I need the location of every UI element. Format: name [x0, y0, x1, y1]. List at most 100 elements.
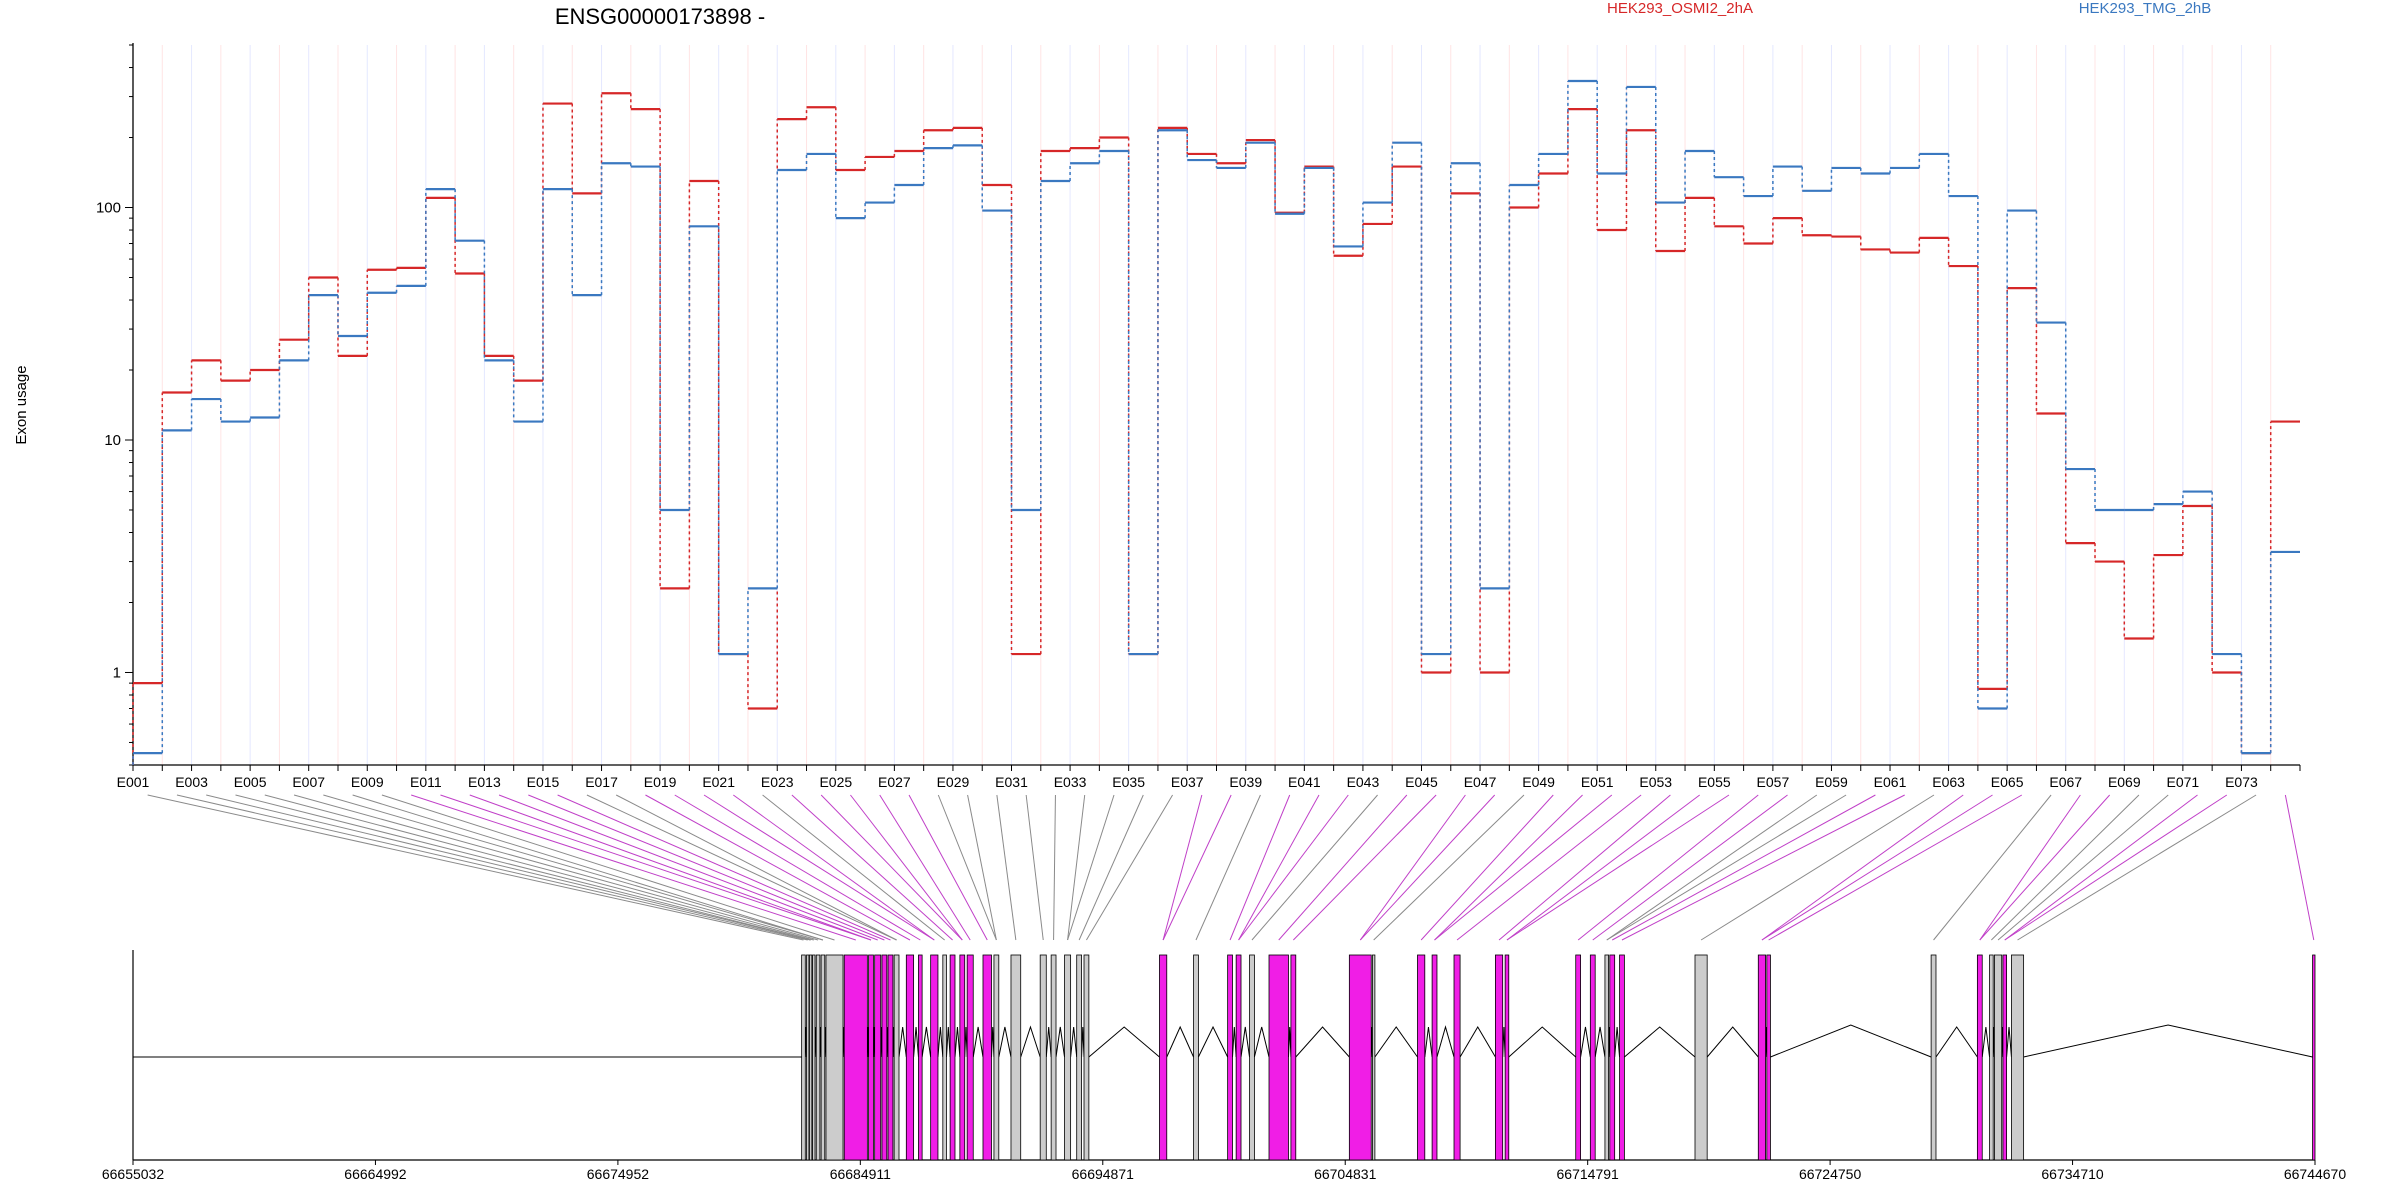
x-tick-label: E069: [2108, 774, 2141, 790]
bin-connector: [2017, 794, 2257, 941]
bin-connector: [1979, 794, 2111, 941]
bin-connector: [615, 794, 897, 941]
gene-model: 66655032 66664992 66674952 66684911 66694871…: [102, 950, 2347, 1182]
exon-highlighted: [1453, 954, 1461, 1161]
intron-line: [1020, 1025, 1041, 1058]
genomic-tick-label: 66724750: [1799, 1166, 1862, 1182]
genomic-tick-label: 66744670: [2284, 1166, 2347, 1182]
intron-line: [1436, 1025, 1455, 1058]
exon: [1694, 954, 1708, 1161]
x-tick-label: E073: [2225, 774, 2258, 790]
x-tick-label: E011: [410, 774, 442, 790]
exon-highlighted: [874, 954, 882, 1161]
bin-connector: [996, 794, 1017, 941]
intron-line: [1508, 1026, 1577, 1058]
intron-line: [2006, 1026, 2012, 1058]
exon-highlighted: [1976, 954, 1983, 1161]
bin-connector: [1195, 794, 1261, 941]
bin-connector: [2004, 794, 2228, 941]
y-tick-label: 1: [113, 664, 121, 681]
bin-connector: [1251, 794, 1378, 941]
exon-highlighted: [2312, 954, 2316, 1161]
y-tick-label: 100: [96, 200, 121, 217]
bin-connector: [733, 794, 935, 941]
x-tick-label: E013: [468, 774, 501, 790]
bin-connector: [1611, 794, 1876, 941]
x-tick-label: E047: [1464, 774, 1497, 790]
bin-connector: [1577, 794, 1759, 941]
bin-connector: [703, 794, 935, 941]
series-2: [132, 79, 2300, 765]
y-axis-label: Exon usage: [13, 365, 30, 444]
exon-highlighted: [1504, 954, 1510, 1161]
x-tick-label: E025: [819, 774, 852, 790]
bin-connector: [1238, 794, 1349, 941]
x-tick-label: E035: [1112, 774, 1145, 790]
x-tick-label: E045: [1405, 774, 1438, 790]
exon-highlighted: [1431, 954, 1438, 1161]
x-tick-label: E065: [1991, 774, 2024, 790]
bin-connector: [1067, 794, 1086, 941]
intron-line: [964, 1026, 968, 1058]
x-tick-label: E007: [292, 774, 325, 790]
x-tick-label: E029: [937, 774, 970, 790]
bin-connector: [498, 794, 878, 941]
bin-connector: [1292, 794, 1437, 941]
intron-line: [1287, 1026, 1292, 1058]
bin-connector: [1278, 794, 1408, 941]
bin-connector: [850, 794, 963, 941]
intron-line: [1624, 1026, 1696, 1058]
exon-highlighted: [1348, 954, 1372, 1161]
exon: [820, 954, 826, 1161]
exon: [1989, 954, 1994, 1161]
bin-connector: [264, 794, 814, 941]
exon-highlighted: [1575, 954, 1581, 1161]
bin-connector: [1359, 794, 1496, 941]
intron-line: [998, 1026, 1012, 1058]
bin-connector: [176, 794, 808, 941]
exon-highlighted: [868, 954, 874, 1161]
intron-line: [898, 1026, 907, 1058]
bin-connector: [1991, 794, 2140, 941]
x-tick-label: E057: [1757, 774, 1790, 790]
exon: [2011, 954, 2025, 1161]
exon-highlighted: [1227, 954, 1233, 1161]
intron-line: [913, 1026, 919, 1058]
bin-connector: [674, 794, 921, 941]
intron-line: [1088, 1026, 1160, 1058]
x-tick-label: E063: [1932, 774, 1965, 790]
genomic-tick-label: 66694871: [1072, 1166, 1135, 1182]
x-tick-label: E049: [1522, 774, 1555, 790]
exon-highlighted: [1766, 954, 1771, 1161]
bin-connector: [1506, 794, 1700, 941]
intron-line: [1295, 1026, 1350, 1058]
bin-connector: [1761, 794, 1964, 941]
bin-connector: [1606, 794, 1847, 941]
x-tick-label: E067: [2049, 774, 2082, 790]
exon: [809, 954, 813, 1161]
exon: [825, 954, 844, 1161]
x-tick-label: E019: [644, 774, 677, 790]
legend-label-series-1: HEK293_OSMI2_2hA: [1607, 0, 1753, 17]
bin-connector: [1456, 794, 1642, 941]
genomic-tick-label: 66664992: [344, 1166, 407, 1182]
exon-highlighted: [1609, 954, 1616, 1161]
exon: [815, 954, 821, 1161]
intron-line: [1045, 1026, 1052, 1058]
bin-connector: [1053, 794, 1056, 941]
bin-connector: [1506, 794, 1730, 941]
intron-line: [1614, 1026, 1621, 1058]
bin-connector: [586, 794, 897, 941]
x-tick-label: E001: [117, 774, 150, 790]
bin-connector: [352, 794, 824, 941]
intron-line: [1253, 1026, 1270, 1058]
exon-highlighted: [887, 954, 894, 1161]
x-tick-label: E043: [1347, 774, 1380, 790]
bin-connector: [762, 794, 945, 941]
exon: [1076, 954, 1082, 1161]
intron-line: [1070, 1026, 1078, 1058]
exon: [1930, 954, 1937, 1161]
intron-line: [1055, 1026, 1066, 1058]
bin-connector: [1420, 794, 1554, 941]
x-tick-label: E023: [761, 774, 794, 790]
